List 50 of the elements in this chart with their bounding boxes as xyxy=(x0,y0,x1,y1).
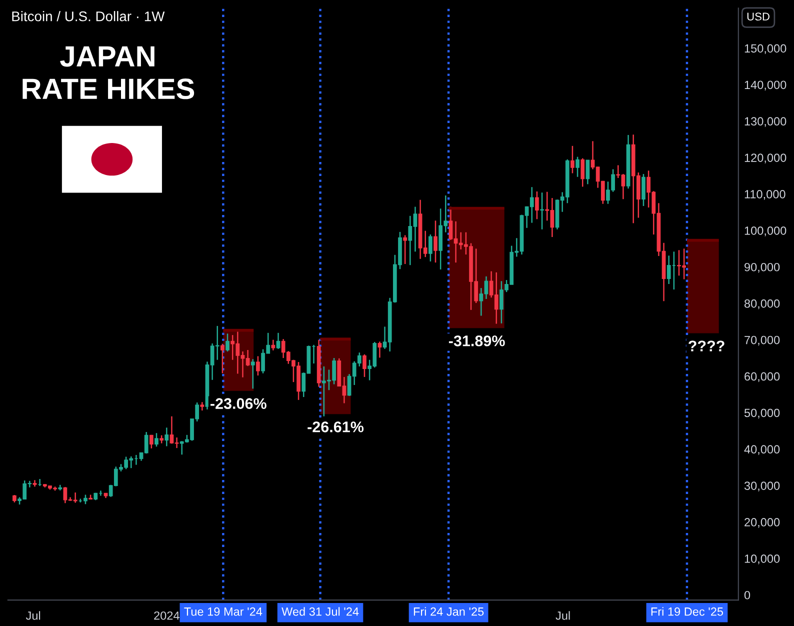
candlestick xyxy=(586,159,590,185)
candlestick xyxy=(428,234,432,262)
candlestick xyxy=(642,173,646,207)
annotation: -26.61% xyxy=(308,421,364,432)
y-tick-label: 100,000 xyxy=(744,226,786,236)
y-tick-label: 0 xyxy=(744,590,750,600)
annotation: ???? xyxy=(688,340,724,352)
candlestick xyxy=(256,356,260,376)
ref-line-label: Tue 19 Mar '24 xyxy=(184,607,262,616)
annotation: -23.06% xyxy=(210,398,266,410)
candlestick xyxy=(362,354,366,378)
y-tick-label: 60,000 xyxy=(744,372,780,382)
candlestick xyxy=(403,234,408,265)
ref-line-label: Fri 24 Jan '25 xyxy=(414,607,484,616)
y-tick-label: 50,000 xyxy=(744,408,780,418)
y-tick-label: 80,000 xyxy=(744,299,780,310)
y-tick-label: 130,000 xyxy=(744,117,786,127)
y-tick-label: 120,000 xyxy=(744,154,786,164)
annotation: JAPAN RATE HIKES xyxy=(22,46,194,100)
candlestick xyxy=(220,343,224,374)
candlestick xyxy=(580,158,585,188)
y-tick-label: 90,000 xyxy=(744,262,780,273)
chart-title: Bitcoin / U.S. Dollar · 1W xyxy=(12,11,165,22)
y-tick-label: 70,000 xyxy=(744,336,780,346)
candlestick xyxy=(164,427,169,447)
x-tick-label: Jul xyxy=(26,611,40,620)
candlestick xyxy=(378,340,382,358)
candlestick xyxy=(149,434,154,450)
candlestick xyxy=(226,332,230,352)
candlestick xyxy=(434,220,438,264)
candlestick xyxy=(540,192,544,230)
ref-line-label: Wed 31 Jul '24 xyxy=(282,607,359,616)
x-tick-label: Jul xyxy=(556,611,570,620)
candlestick xyxy=(576,156,580,178)
candlestick xyxy=(250,358,255,390)
candlestick xyxy=(154,432,158,448)
y-tick-label: 110,000 xyxy=(744,190,786,200)
y-tick-label: 10,000 xyxy=(744,554,780,564)
y-tick-label: 140,000 xyxy=(744,80,786,90)
text: USD xyxy=(747,12,770,21)
y-tick-label: 40,000 xyxy=(744,445,780,455)
candlestick xyxy=(570,145,574,174)
candlestick xyxy=(271,339,276,351)
y-tick-label: 30,000 xyxy=(744,482,780,492)
y-tick-label: 20,000 xyxy=(744,518,780,528)
y-tick-label: 150,000 xyxy=(744,44,786,54)
candlestick xyxy=(535,190,539,220)
ref-line-label: Fri 19 Dec '25 xyxy=(651,607,724,616)
x-tick-label: 2024 xyxy=(154,611,180,620)
annotation: -31.89% xyxy=(448,335,505,346)
